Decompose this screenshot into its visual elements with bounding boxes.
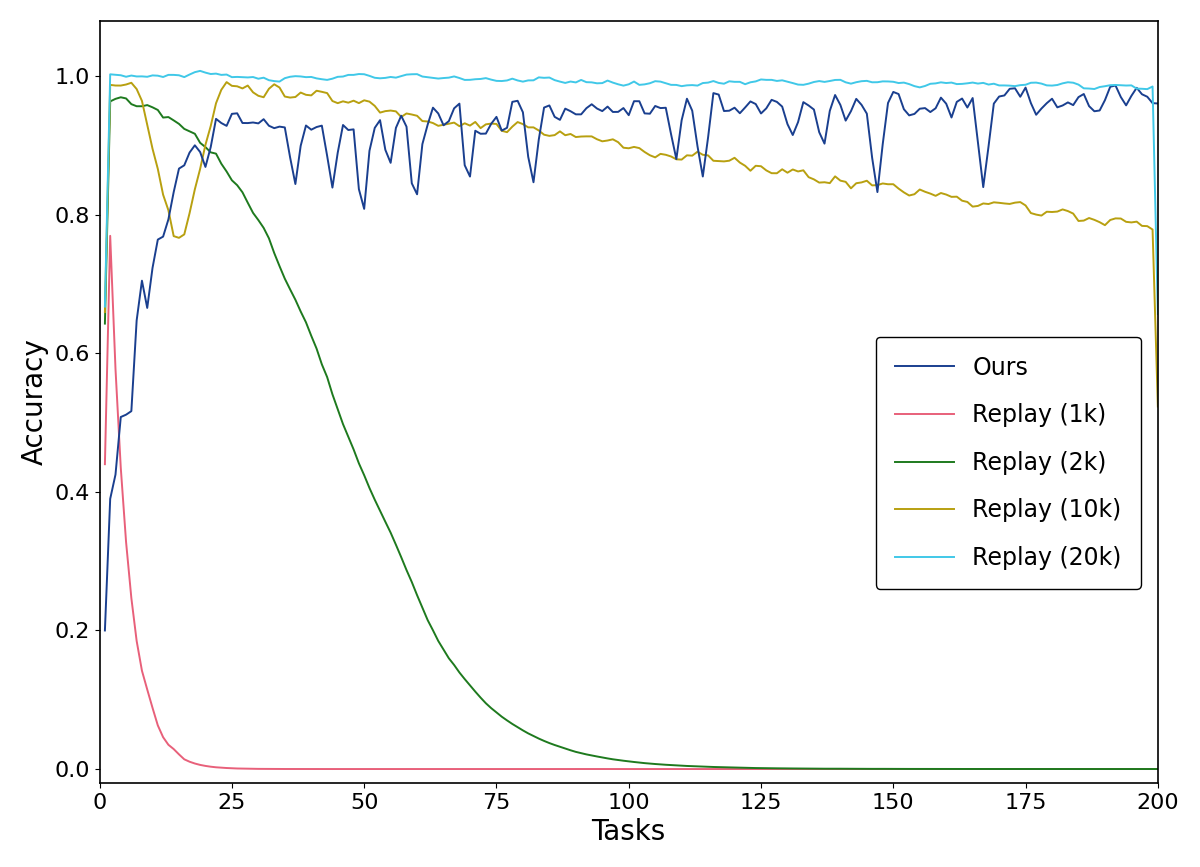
Line: Ours: Ours <box>104 86 1158 630</box>
Line: Replay (1k): Replay (1k) <box>104 236 1158 769</box>
Ours <box>1061 97 1075 108</box>
Replay (10k) <box>299 89 313 100</box>
Replay (10k) <box>97 307 112 317</box>
Replay (1k) <box>167 744 181 754</box>
Replay (20k) <box>193 66 208 76</box>
Replay (20k) <box>384 72 398 82</box>
Legend: Ours, Replay (1k), Replay (2k), Replay (10k), Replay (20k): Ours, Replay (1k), Replay (2k), Replay (… <box>876 336 1141 589</box>
Replay (1k) <box>341 764 355 774</box>
Replay (20k) <box>1151 309 1165 319</box>
Replay (20k) <box>140 72 155 82</box>
Replay (20k) <box>1066 77 1080 88</box>
Replay (1k) <box>1109 764 1123 774</box>
Replay (10k) <box>1151 401 1165 412</box>
Replay (1k) <box>145 702 160 713</box>
Replay (1k) <box>97 459 112 469</box>
Ours <box>140 303 155 313</box>
Y-axis label: Accuracy: Accuracy <box>20 338 49 466</box>
Replay (2k) <box>384 527 398 538</box>
Line: Replay (20k): Replay (20k) <box>104 71 1158 314</box>
Ours <box>1109 81 1123 91</box>
Replay (1k) <box>1072 764 1086 774</box>
Ours <box>1151 98 1165 108</box>
Replay (20k) <box>299 72 313 82</box>
Ours <box>1098 95 1112 106</box>
Replay (1k) <box>389 764 403 774</box>
Replay (2k) <box>167 115 181 126</box>
Replay (10k) <box>1066 208 1080 218</box>
Replay (2k) <box>1109 764 1123 774</box>
Replay (1k) <box>299 764 313 774</box>
Replay (2k) <box>299 317 313 328</box>
Replay (2k) <box>1151 764 1165 774</box>
Replay (10k) <box>220 77 234 88</box>
Ours <box>294 140 308 151</box>
Replay (20k) <box>1103 80 1117 90</box>
Replay (20k) <box>97 302 112 312</box>
Ours <box>378 145 392 155</box>
Line: Replay (10k): Replay (10k) <box>104 82 1158 407</box>
Replay (10k) <box>161 205 175 215</box>
Replay (2k) <box>1072 764 1086 774</box>
Line: Replay (2k): Replay (2k) <box>104 97 1158 769</box>
Replay (20k) <box>161 69 175 80</box>
Replay (2k) <box>114 92 128 102</box>
Replay (2k) <box>145 102 160 113</box>
Replay (10k) <box>1103 215 1117 225</box>
Replay (2k) <box>1066 764 1080 774</box>
Ours <box>161 214 175 225</box>
Replay (10k) <box>140 120 155 130</box>
Replay (10k) <box>384 106 398 116</box>
X-axis label: Tasks: Tasks <box>592 818 666 846</box>
Replay (1k) <box>1151 764 1165 774</box>
Replay (1k) <box>103 231 118 241</box>
Ours <box>97 625 112 636</box>
Replay (2k) <box>97 318 112 329</box>
